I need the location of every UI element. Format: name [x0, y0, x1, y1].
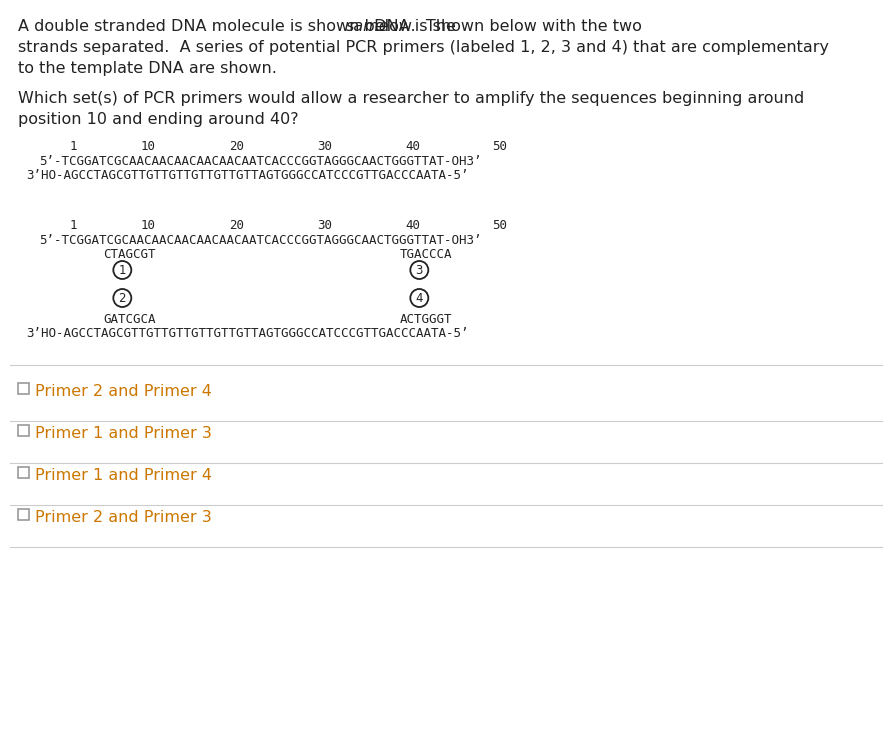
Text: strands separated.  A series of potential PCR primers (labeled 1, 2, 3 and 4) th: strands separated. A series of potential… [18, 40, 829, 55]
Text: Primer 1 and Primer 3: Primer 1 and Primer 3 [35, 426, 212, 441]
Bar [18, 425, 29, 436]
Text: 3: 3 [416, 264, 423, 276]
Text: 50: 50 [492, 219, 508, 232]
Text: ACTGGGT: ACTGGGT [400, 313, 452, 326]
Bar [18, 509, 29, 520]
Text: 5’-TCGGATCGCAACAACAACAACAACAATCACCCGGTAGGGCAACTGGGTTAT-OH3’: 5’-TCGGATCGCAACAACAACAACAACAATCACCCGGTAG… [39, 155, 482, 168]
Text: 10: 10 [141, 140, 155, 153]
Text: DNA is shown below with the two: DNA is shown below with the two [368, 19, 641, 34]
Text: to the template DNA are shown.: to the template DNA are shown. [18, 61, 277, 76]
Text: 2: 2 [119, 292, 126, 304]
Text: 40: 40 [406, 140, 420, 153]
Text: 1: 1 [119, 264, 126, 276]
Text: 20: 20 [229, 140, 244, 153]
Text: 4: 4 [416, 292, 423, 304]
Text: same: same [345, 19, 389, 34]
Text: 1: 1 [70, 140, 77, 153]
Text: TGACCCA: TGACCCA [400, 248, 452, 261]
Text: 40: 40 [406, 219, 420, 232]
Text: 50: 50 [492, 140, 508, 153]
Text: 10: 10 [141, 219, 155, 232]
Bar [18, 383, 29, 394]
Text: position 10 and ending around 40?: position 10 and ending around 40? [18, 112, 299, 127]
Text: Primer 2 and Primer 3: Primer 2 and Primer 3 [35, 510, 211, 525]
Text: Primer 1 and Primer 4: Primer 1 and Primer 4 [35, 468, 212, 483]
Text: CTAGCGT: CTAGCGT [103, 248, 155, 261]
Text: A double stranded DNA molecule is shown below.  The: A double stranded DNA molecule is shown … [18, 19, 461, 34]
Text: GATCGCA: GATCGCA [103, 313, 155, 326]
Text: 3’HO-AGCCTAGCGTTGTTGTTGTTGTTGTTAGTGGGCCATCCCGTTGACCCAATA-5’: 3’HO-AGCCTAGCGTTGTTGTTGTTGTTGTTAGTGGGCCA… [26, 327, 468, 340]
Text: 3’HO-AGCCTAGCGTTGTTGTTGTTGTTGTTAGTGGGCCATCCCGTTGACCCAATA-5’: 3’HO-AGCCTAGCGTTGTTGTTGTTGTTGTTAGTGGGCCA… [26, 169, 468, 182]
Text: 30: 30 [318, 140, 333, 153]
Text: 5’-TCGGATCGCAACAACAACAACAACAATCACCCGGTAGGGCAACTGGGTTAT-OH3’: 5’-TCGGATCGCAACAACAACAACAACAATCACCCGGTAG… [39, 234, 482, 247]
Text: Which set(s) of PCR primers would allow a researcher to amplify the sequences be: Which set(s) of PCR primers would allow … [18, 91, 805, 106]
Text: 1: 1 [70, 219, 77, 232]
Text: 30: 30 [318, 219, 333, 232]
Text: 20: 20 [229, 219, 244, 232]
Text: Primer 2 and Primer 4: Primer 2 and Primer 4 [35, 384, 212, 399]
Bar [18, 467, 29, 478]
